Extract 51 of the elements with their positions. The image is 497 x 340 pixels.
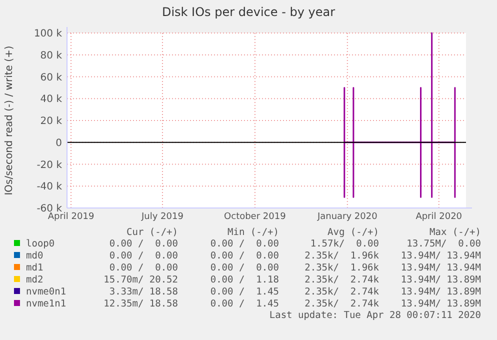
y-axis-title: IOs/second read (-) / write (+) xyxy=(4,46,15,196)
x-tick-label: January 2020 xyxy=(316,212,378,222)
y-tick-label: 80 k xyxy=(40,50,62,62)
text: Min (-/+) xyxy=(228,227,279,238)
legend-label: loop0 xyxy=(26,238,55,250)
text: 13.94M/ 13.94M xyxy=(400,262,482,274)
text: 0.00 / 0.00 xyxy=(210,250,280,262)
text: 15.70m/ 20.52 xyxy=(104,274,178,286)
y-tick-label: 60 k xyxy=(40,72,62,84)
x-tick-label: April 2019 xyxy=(48,212,94,222)
x-tick-label: July 2019 xyxy=(140,212,184,222)
line-series xyxy=(344,32,456,198)
y-tick-label: 100 k xyxy=(34,28,62,40)
text: 0.00 / 0.00 xyxy=(210,238,280,250)
text: 0.00 / 1.45 xyxy=(210,298,279,310)
text: 1.57k/ 0.00 xyxy=(310,238,380,250)
x-tick-label: October 2019 xyxy=(224,212,286,222)
text: 0.00 / 1.18 xyxy=(210,274,280,286)
text: 12.35m/ 18.58 xyxy=(104,298,178,310)
legend-label: md2 xyxy=(26,274,44,286)
y-tick-label: 20 k xyxy=(40,116,62,127)
legend-label: md0 xyxy=(26,250,44,262)
text: 3.33m/ 18.58 xyxy=(109,286,178,298)
y-tick-label: -40 k xyxy=(36,182,62,193)
text: Max (-/+) xyxy=(430,227,481,238)
chart-title: Disk IOs per device - by year xyxy=(162,5,336,19)
legend-label: nvme1n1 xyxy=(26,298,66,310)
x-tick-label: April 2020 xyxy=(416,212,462,222)
text: 0.00 / 0.00 xyxy=(109,238,178,250)
text: 2.35k/ 2.74k xyxy=(304,286,380,298)
text: 13.94M/ 13.94M xyxy=(400,250,482,262)
text: 13.94M/ 13.89M xyxy=(400,274,482,286)
text: Last update: Tue Apr 28 00:07:11 2020 xyxy=(269,310,482,321)
text: 13.94M/ 13.89M xyxy=(400,286,482,298)
text: 0.00 / 0.00 xyxy=(210,262,280,274)
text: 2.35k/ 1.96k xyxy=(304,262,380,274)
text: Avg (-/+) xyxy=(328,227,379,238)
text: 13.75M/ 0.00 xyxy=(406,238,482,250)
text: 13.94M/ 13.89M xyxy=(400,298,482,310)
text: 2.35k/ 2.74k xyxy=(304,274,380,286)
text: 2.35k/ 2.74k xyxy=(304,298,380,310)
y-tick-label: 0 xyxy=(56,138,62,149)
text: 0.00 / 0.00 xyxy=(109,250,178,262)
text: Cur (-/+) xyxy=(126,227,178,238)
text: 0.00 / 0.00 xyxy=(109,262,178,274)
legend-label: nvme0n1 xyxy=(26,286,66,298)
legend-label: md1 xyxy=(26,262,44,274)
text: 0.00 / 1.45 xyxy=(210,286,279,298)
y-tick-label: 40 k xyxy=(40,94,62,106)
text: 2.35k/ 1.96k xyxy=(304,250,380,262)
y-tick-label: -20 k xyxy=(36,160,62,171)
